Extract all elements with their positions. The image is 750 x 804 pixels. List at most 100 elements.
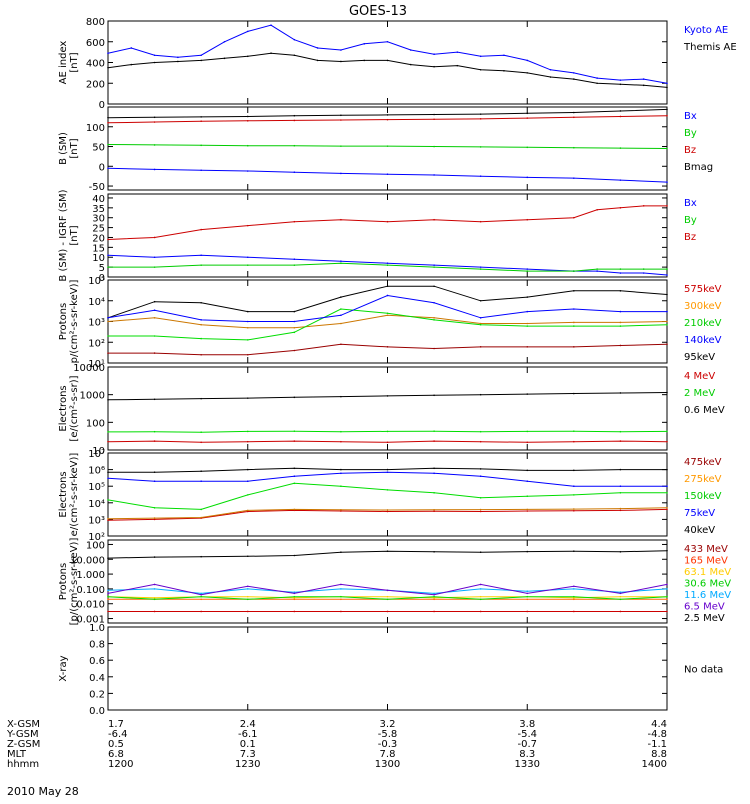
data-point bbox=[107, 122, 109, 124]
data-point bbox=[619, 610, 622, 613]
data-point bbox=[340, 60, 342, 63]
y-tick-label: 0.8 bbox=[89, 640, 105, 651]
legend-label: 2 MeV bbox=[684, 388, 715, 399]
data-point bbox=[293, 171, 296, 174]
y-tick-label: 35 bbox=[92, 204, 105, 215]
data-point bbox=[526, 310, 529, 313]
data-point bbox=[526, 508, 529, 511]
data-point bbox=[316, 47, 319, 49]
data-point bbox=[293, 144, 296, 147]
data-point bbox=[200, 144, 202, 147]
data-point bbox=[479, 510, 482, 513]
y-tick-label: 10² bbox=[88, 532, 105, 543]
data-point bbox=[107, 317, 109, 319]
y-tick-label: 10.000 bbox=[70, 555, 105, 566]
data-point bbox=[479, 299, 482, 302]
data-point bbox=[409, 63, 412, 66]
legend-label: Themis AE bbox=[683, 42, 737, 53]
data-point bbox=[107, 517, 109, 520]
data-point bbox=[153, 121, 156, 123]
data-point bbox=[293, 38, 296, 41]
data-point bbox=[386, 173, 389, 175]
data-point bbox=[479, 113, 482, 115]
data-point bbox=[340, 119, 342, 121]
y-tick-label: 15 bbox=[92, 243, 105, 254]
data-point bbox=[200, 353, 202, 356]
data-point bbox=[619, 310, 622, 313]
ephemeris-value: -0.7 bbox=[517, 739, 537, 750]
y-tick-label: 0.6 bbox=[89, 656, 105, 667]
data-point bbox=[619, 110, 622, 112]
data-point bbox=[130, 63, 133, 66]
data-point bbox=[386, 312, 389, 315]
data-point bbox=[340, 308, 342, 310]
series-line bbox=[107, 24, 668, 84]
ephemeris-value: 7.3 bbox=[240, 749, 256, 760]
data-point bbox=[293, 258, 296, 261]
data-point bbox=[666, 598, 668, 601]
data-point bbox=[573, 550, 575, 553]
data-point bbox=[200, 337, 202, 340]
y-tick-label: 10³ bbox=[88, 318, 105, 329]
data-point bbox=[293, 440, 296, 442]
y-tick-label: 0.100 bbox=[76, 585, 105, 596]
y-axis-label-line: X-ray bbox=[58, 655, 69, 681]
data-point bbox=[479, 430, 482, 433]
panel-frame bbox=[107, 539, 668, 624]
ephemeris-value: 4.4 bbox=[651, 719, 667, 730]
data-point bbox=[293, 597, 296, 599]
data-point bbox=[479, 322, 482, 325]
data-point bbox=[200, 610, 202, 613]
data-point bbox=[386, 589, 389, 592]
data-point bbox=[526, 218, 529, 221]
legend-label: No data bbox=[684, 665, 723, 676]
data-point bbox=[363, 59, 366, 62]
data-point bbox=[666, 610, 668, 613]
series-line bbox=[107, 482, 667, 510]
data-point bbox=[619, 83, 622, 86]
data-point bbox=[619, 268, 622, 270]
legend-label: 2.5 MeV bbox=[684, 613, 725, 624]
data-point bbox=[246, 555, 249, 558]
data-point bbox=[526, 469, 529, 472]
y-axis-label-line: p/(cm²-s-sr-keV)] bbox=[69, 280, 80, 364]
data-point bbox=[200, 228, 202, 231]
data-point bbox=[549, 76, 552, 78]
data-point bbox=[153, 597, 156, 599]
y-tick-label: 400 bbox=[86, 59, 105, 70]
data-point bbox=[573, 430, 575, 432]
data-point bbox=[433, 317, 435, 319]
data-point bbox=[596, 82, 598, 85]
legend-label: 210keV bbox=[684, 318, 722, 329]
data-point bbox=[246, 170, 249, 172]
legend-label: 140keV bbox=[684, 335, 722, 346]
data-point bbox=[573, 72, 575, 74]
data-point bbox=[340, 114, 342, 117]
data-point bbox=[526, 346, 529, 348]
data-point bbox=[107, 52, 109, 54]
data-point bbox=[479, 475, 482, 478]
y-tick-label: 10⁴ bbox=[88, 297, 105, 308]
y-axis-label-line: [nT] bbox=[69, 52, 80, 72]
data-point bbox=[479, 610, 482, 613]
ephemeris-value: 8.3 bbox=[519, 749, 535, 760]
data-point bbox=[363, 43, 366, 45]
y-axis-label-line: B (SM) - IGRF (SM) bbox=[58, 189, 69, 281]
data-point bbox=[293, 396, 296, 399]
data-point bbox=[107, 471, 109, 473]
ephemeris-row-label: hhmm bbox=[7, 759, 39, 770]
data-point bbox=[107, 519, 109, 521]
data-point bbox=[409, 49, 412, 51]
data-point bbox=[340, 296, 342, 298]
data-point bbox=[340, 430, 342, 433]
data-point bbox=[573, 597, 575, 599]
data-point bbox=[479, 323, 482, 326]
data-point bbox=[526, 270, 529, 272]
legend-label: Bx bbox=[684, 198, 697, 209]
data-point bbox=[619, 290, 622, 292]
data-point bbox=[433, 53, 435, 55]
data-point bbox=[386, 262, 389, 264]
data-point bbox=[293, 482, 296, 485]
data-point bbox=[479, 118, 482, 120]
data-point bbox=[549, 68, 552, 71]
